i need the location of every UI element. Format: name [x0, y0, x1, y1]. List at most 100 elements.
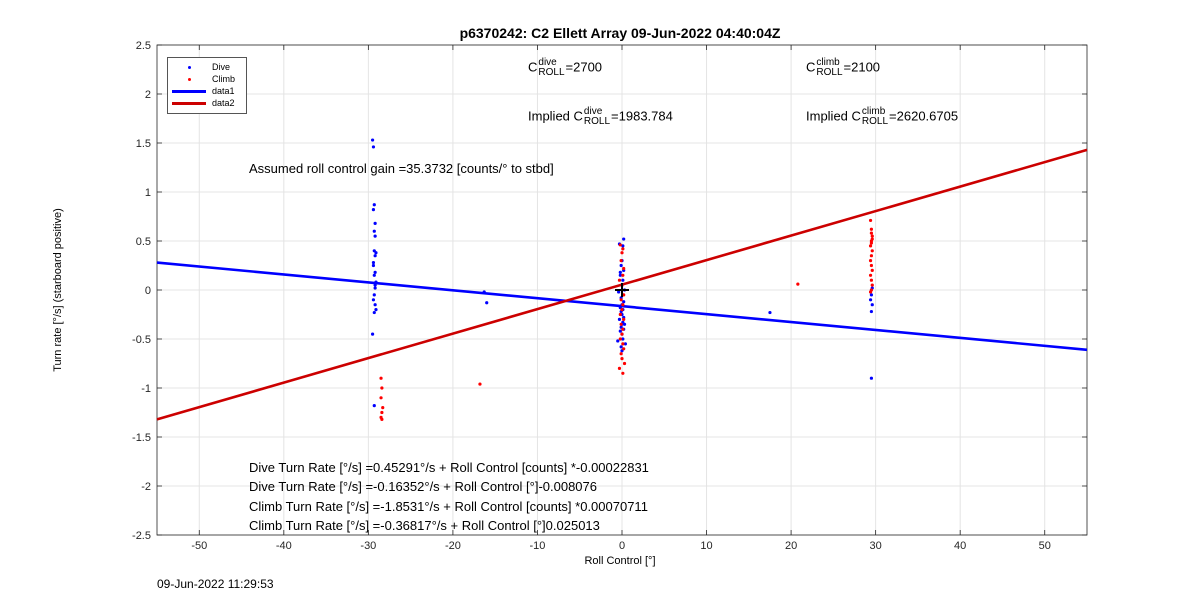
data-point-climb	[870, 234, 874, 238]
data-point-climb	[870, 268, 874, 272]
data-point-climb	[620, 332, 624, 336]
data-point-climb	[870, 283, 874, 287]
data-point-climb	[478, 382, 482, 386]
data-point-dive	[621, 278, 625, 282]
y-tick-label: -1	[141, 383, 151, 395]
data-point-dive	[621, 244, 625, 248]
y-tick-label: 2	[145, 89, 151, 101]
data-point-climb	[619, 352, 623, 356]
data-point-dive	[869, 376, 874, 380]
legend-climb-label: Climb	[212, 74, 236, 84]
data-point-dive	[372, 404, 376, 408]
c-roll-climb-sup: climb	[816, 57, 840, 68]
equation-climb-degrees: Climb Turn Rate [°/s] =-0.36817°/s + Rol…	[249, 518, 600, 533]
data-point-dive	[373, 221, 377, 225]
data-point-climb	[379, 376, 383, 380]
data-point-climb	[618, 312, 622, 317]
data-point-dive	[373, 270, 377, 274]
x-tick-label: -20	[445, 540, 461, 552]
legend-item-dive: Dive	[172, 61, 230, 73]
implied-dive-value: =1983.784	[611, 108, 673, 124]
data-point-dive	[623, 342, 627, 346]
legend-dive-label: Dive	[212, 62, 231, 72]
data-point-dive	[374, 308, 378, 312]
data-point-dive	[374, 280, 378, 284]
data-point-dive	[618, 270, 622, 274]
data-point-dive	[373, 286, 377, 290]
data-point-dive	[485, 301, 489, 305]
legend-data2-label: data2	[212, 98, 235, 108]
implied-climb-value: =2620.6705	[889, 108, 959, 124]
data-point-dive	[371, 260, 376, 265]
data-point-dive	[622, 300, 626, 304]
data-point-dive	[622, 237, 626, 241]
data-point-dive	[371, 263, 376, 268]
data-point-climb	[621, 303, 625, 307]
c-roll-climb-sub: ROLL	[816, 67, 843, 78]
c-roll-dive-value: =2700	[565, 59, 603, 75]
legend-climb-marker	[187, 77, 191, 81]
x-tick-label: -40	[276, 540, 292, 552]
implied-climb-prefix: Implied C	[806, 108, 861, 124]
implied-dive-sub: ROLL	[583, 116, 611, 127]
data-point-climb	[620, 251, 624, 255]
data-point-climb	[621, 371, 625, 375]
data-point-dive	[621, 337, 625, 341]
data-point-dive	[374, 251, 378, 255]
data-point-dive	[616, 339, 620, 343]
legend-item-data1: data1	[172, 85, 235, 97]
data-point-climb	[620, 357, 624, 361]
legend-data1-label: data1	[212, 86, 235, 96]
data-point-dive	[869, 309, 874, 314]
y-tick-label: 0.5	[136, 236, 151, 248]
data-point-dive	[373, 283, 377, 287]
data-point-climb	[618, 337, 622, 341]
data-point-dive	[617, 317, 622, 321]
data-point-dive	[370, 138, 375, 142]
data-point-climb	[868, 244, 873, 248]
data-point-dive	[870, 303, 874, 307]
data-point-dive	[373, 303, 377, 307]
data-point-dive	[619, 263, 623, 268]
data-point-climb	[868, 218, 873, 223]
y-tick-label: -2	[141, 481, 151, 493]
data-point-climb	[621, 342, 625, 346]
y-tick-label: 1.5	[136, 138, 151, 150]
data-point-dive	[372, 229, 376, 233]
data-point-climb	[869, 227, 874, 231]
x-axis-label: Roll Control [°]	[584, 555, 656, 567]
data-point-climb	[796, 282, 800, 286]
y-axis-label: Turn rate [°/s] (starboard positive)	[52, 208, 64, 372]
y-tick-label: 1	[145, 187, 151, 199]
data-point-dive	[482, 290, 486, 294]
data-point-climb	[380, 386, 384, 390]
data-point-dive	[619, 345, 623, 349]
x-tick-label: 50	[1039, 540, 1051, 552]
legend-item-climb: Climb	[172, 73, 235, 85]
y-tick-label: -0.5	[132, 334, 151, 346]
data-point-climb	[868, 273, 873, 277]
data-point-climb	[868, 259, 873, 263]
data-point-climb	[380, 410, 384, 415]
c-roll-climb-value: =2100	[843, 59, 881, 75]
data-point-climb	[617, 278, 622, 282]
data-point-climb	[870, 249, 874, 253]
data-point-climb	[379, 396, 383, 400]
data-point-climb	[622, 317, 626, 321]
figure-timestamp: 09-Jun-2022 11:29:53	[157, 577, 274, 591]
x-tick-label: 20	[785, 540, 797, 552]
c-roll-dive-sup: dive	[538, 57, 557, 68]
data-point-climb	[619, 259, 623, 263]
data-point-climb	[618, 243, 622, 247]
data-point-climb	[869, 254, 874, 258]
legend: Dive Climb data1 data2	[167, 57, 247, 114]
data-point-climb	[868, 290, 873, 294]
legend-item-data2: data2	[172, 97, 235, 109]
data-point-climb	[619, 298, 623, 302]
data-point-dive	[372, 273, 376, 277]
data-point-dive	[622, 322, 627, 326]
data-point-dive	[371, 298, 376, 302]
